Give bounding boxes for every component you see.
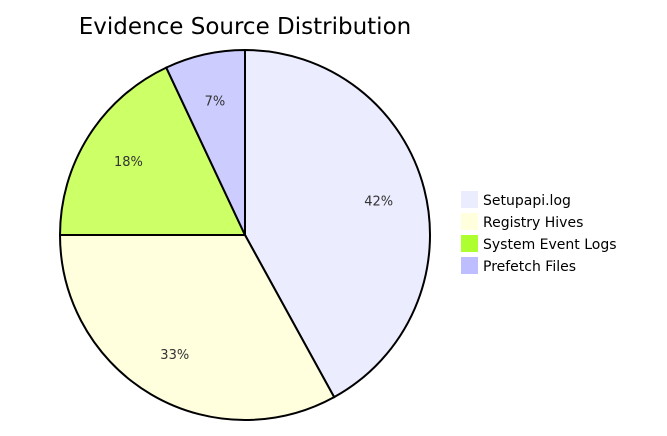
legend-swatch-system-event-logs bbox=[461, 235, 478, 252]
pie-slice-prefetch-files bbox=[164, 48, 246, 236]
pie-slice-label-prefetch-files: 7% bbox=[205, 94, 226, 109]
pie-slices bbox=[58, 48, 431, 421]
pie-slice-label-setupapi-log: 42% bbox=[364, 195, 393, 210]
pie-slice-label-system-event-logs: 18% bbox=[114, 155, 143, 170]
legend-label-system-event-logs: System Event Logs bbox=[483, 237, 617, 253]
pie-slice-setupapi-log bbox=[244, 48, 431, 399]
legend-label-setupapi-log: Setupapi.log bbox=[483, 193, 571, 209]
pie-slice-labels: 42% 33% 18% 7% bbox=[114, 94, 393, 362]
legend-swatch-registry-hives bbox=[461, 213, 478, 230]
pie-slice-system-event-logs bbox=[58, 66, 247, 236]
legend: Setupapi.log Registry Hives System Event L… bbox=[461, 191, 617, 275]
chart-title: Evidence Source Distribution bbox=[79, 14, 411, 40]
pie-slice-registry-hives bbox=[58, 234, 336, 421]
legend-swatch-prefetch-files bbox=[461, 257, 478, 274]
legend-label-registry-hives: Registry Hives bbox=[483, 215, 583, 231]
pie-slice-label-registry-hives: 33% bbox=[160, 348, 189, 363]
legend-label-prefetch-files: Prefetch Files bbox=[483, 259, 576, 275]
legend-swatch-setupapi-log bbox=[461, 191, 478, 208]
